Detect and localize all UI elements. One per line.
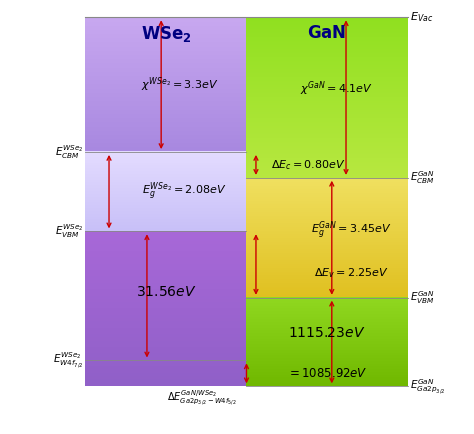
- Text: $E_{CBM}^{WSe_2}$: $E_{CBM}^{WSe_2}$: [55, 143, 83, 161]
- Text: $31.56eV$: $31.56eV$: [136, 285, 196, 299]
- Text: $E_{Vac}$: $E_{Vac}$: [410, 10, 433, 24]
- Text: $E_{VBM}^{GaN}$: $E_{VBM}^{GaN}$: [410, 289, 435, 306]
- Text: $\Delta E_c=0.80eV$: $\Delta E_c=0.80eV$: [271, 158, 346, 172]
- Text: $E_g^{WSe_2}=2.08eV$: $E_g^{WSe_2}=2.08eV$: [143, 181, 227, 203]
- Text: $=1085.92eV$: $=1085.92eV$: [287, 367, 367, 380]
- Text: $\mathbf{WSe_2}$: $\mathbf{WSe_2}$: [140, 24, 191, 44]
- Text: $1115.23eV$: $1115.23eV$: [288, 326, 366, 340]
- Text: $E_{W4f_{7/2}}^{WSe_2}$: $E_{W4f_{7/2}}^{WSe_2}$: [53, 351, 83, 370]
- Text: $\chi^{WSe_2}=3.3eV$: $\chi^{WSe_2}=3.3eV$: [141, 76, 219, 94]
- Text: $E_{VBM}^{WSe_2}$: $E_{VBM}^{WSe_2}$: [55, 223, 83, 240]
- Text: $E_g^{GaN}=3.45eV$: $E_g^{GaN}=3.45eV$: [310, 220, 391, 242]
- Text: $E_{Ga2p_{3/2}}^{GaN}$: $E_{Ga2p_{3/2}}^{GaN}$: [410, 377, 446, 395]
- Text: $\mathbf{GaN}$: $\mathbf{GaN}$: [308, 24, 346, 42]
- Text: $\chi^{GaN}=4.1eV$: $\chi^{GaN}=4.1eV$: [300, 79, 373, 98]
- Text: $E_{CBM}^{GaN}$: $E_{CBM}^{GaN}$: [410, 169, 435, 186]
- Text: $\Delta E_v=2.25eV$: $\Delta E_v=2.25eV$: [313, 266, 388, 280]
- Text: $\Delta E_{Ga2p_{3/2}-W4f_{5/2}}^{GaN/WSe_2}$: $\Delta E_{Ga2p_{3/2}-W4f_{5/2}}^{GaN/WS…: [167, 388, 237, 408]
